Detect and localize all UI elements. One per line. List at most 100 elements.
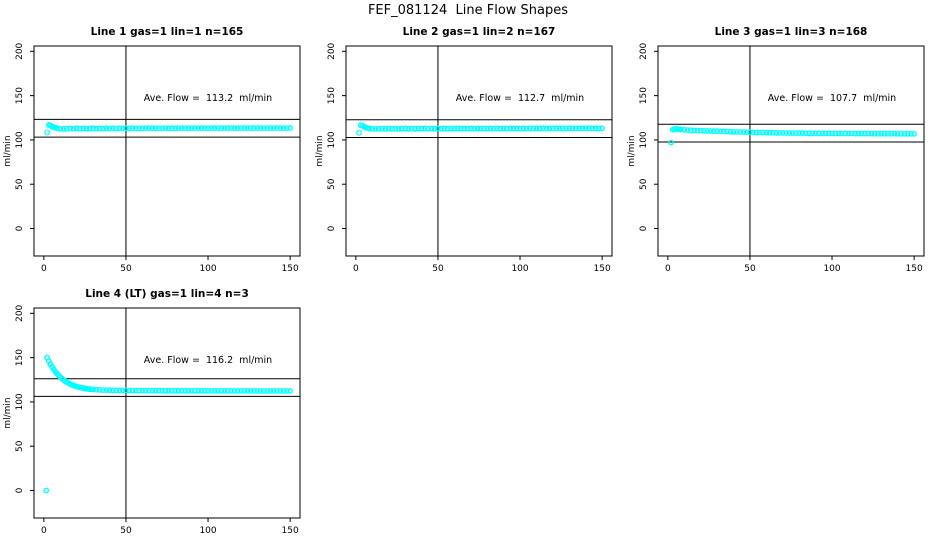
y-tick-label: 0: [15, 225, 25, 231]
data-point: [375, 125, 382, 132]
data-point: [366, 125, 372, 132]
data-point: [405, 125, 412, 132]
data-point: [911, 130, 917, 137]
data-point: [733, 129, 740, 135]
data-point: [188, 125, 195, 132]
data-point: [70, 125, 77, 132]
data-point: [195, 125, 202, 132]
data-point: [668, 139, 674, 146]
data-point: [766, 129, 773, 136]
data-point: [287, 125, 293, 132]
data-point: [214, 125, 221, 132]
data-point: [480, 125, 487, 132]
data-point: [438, 125, 445, 132]
data-point: [139, 125, 146, 132]
data-point: [254, 125, 261, 131]
data-point: [809, 130, 816, 137]
data-point: [198, 125, 205, 132]
data-point: [494, 125, 501, 132]
y-tick-label: 200: [327, 42, 337, 59]
data-point: [201, 387, 208, 394]
data-point: [861, 130, 868, 137]
data-point: [848, 130, 855, 137]
data-point: [806, 130, 813, 137]
data-point: [168, 387, 175, 394]
data-point: [503, 125, 510, 132]
data-point: [825, 130, 832, 137]
data-point: [283, 125, 290, 132]
data-point: [526, 125, 533, 132]
data-point: [165, 387, 172, 394]
y-tick-label: 150: [15, 87, 25, 104]
data-point: [198, 387, 205, 394]
data-point: [267, 125, 274, 131]
data-point: [878, 130, 885, 137]
y-tick-label: 0: [15, 487, 25, 493]
panel-title: Line 3 gas=1 lin=3 n=168: [714, 26, 868, 38]
data-point: [267, 388, 274, 394]
data-point: [707, 128, 714, 135]
data-point: [425, 125, 432, 132]
data-point: [205, 387, 211, 394]
data-point: [451, 125, 458, 132]
data-point: [444, 125, 451, 132]
data-point: [776, 130, 783, 136]
data-point: [237, 388, 244, 394]
data-point: [283, 388, 290, 394]
data-point: [589, 125, 596, 132]
data-point: [379, 125, 386, 132]
data-point: [592, 125, 599, 132]
x-tick-label: 0: [41, 526, 47, 536]
data-point: [697, 127, 704, 134]
data-point: [182, 125, 189, 132]
data-point: [753, 129, 760, 136]
data-point: [172, 125, 179, 132]
data-point: [113, 125, 120, 132]
data-point: [251, 125, 257, 132]
data-point: [822, 130, 829, 137]
x-tick-label: 50: [744, 264, 756, 274]
data-point: [77, 125, 83, 132]
data-point: [546, 125, 553, 132]
data-point: [142, 125, 149, 132]
data-point: [123, 125, 129, 132]
data-point: [211, 388, 218, 394]
data-point: [90, 125, 97, 132]
data-point: [116, 125, 123, 132]
data-point: [517, 125, 523, 132]
data-point: [159, 125, 166, 132]
data-point: [467, 125, 474, 132]
data-point: [270, 125, 277, 132]
panel-line-4: Line 4 (LT) gas=1 lin=4 n=3 0 50 100 150 0 50…: [0, 278, 312, 540]
data-point: [73, 125, 80, 132]
data-point: [710, 128, 717, 135]
data-point: [241, 125, 248, 131]
y-axis-label: ml/min: [3, 135, 13, 166]
data-point: [441, 125, 448, 132]
data-point: [100, 125, 106, 132]
data-point: [274, 388, 280, 394]
ave-flow-annotation: Ave. Flow = 107.7 ml/min: [767, 93, 897, 104]
data-point: [815, 130, 822, 137]
x-tick-label: 150: [282, 526, 299, 536]
data-point: [796, 130, 803, 137]
data-point: [149, 125, 156, 132]
data-point: [228, 125, 234, 131]
data-point: [829, 130, 835, 137]
y-tick-label: 50: [639, 178, 649, 190]
data-point: [507, 125, 514, 132]
data-point: [684, 127, 691, 134]
data-point: [888, 130, 895, 137]
data-point: [96, 125, 103, 132]
data-point: [756, 129, 763, 136]
data-point: [497, 125, 504, 132]
data-point: [106, 125, 113, 132]
data-point: [579, 125, 586, 132]
y-tick-label: 100: [327, 131, 337, 148]
data-point: [83, 125, 90, 132]
data-point: [185, 125, 192, 132]
plot-canvas: 0 50 100 150 0 50 100 150 200 ml/min: [3, 42, 301, 274]
data-point: [510, 125, 517, 132]
data-point: [264, 125, 271, 132]
data-point: [126, 125, 133, 132]
